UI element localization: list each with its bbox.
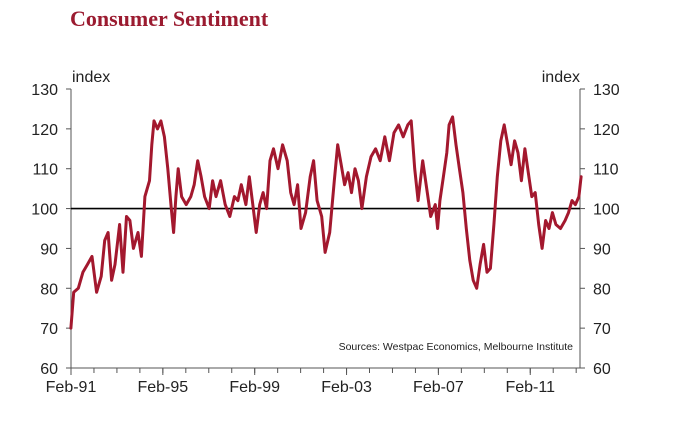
y-tick-label-right: 130: [593, 82, 620, 99]
source-note: Sources: Westpac Economics, Melbourne In…: [339, 341, 574, 353]
y-tick-label-left: 120: [31, 122, 58, 139]
y-tick-label-left: 110: [32, 162, 58, 179]
x-tick-label: Feb-07: [413, 379, 464, 396]
left-axis-unit-label: index: [72, 69, 110, 86]
y-tick-label-left: 70: [40, 321, 58, 338]
y-tick-label-right: 90: [593, 241, 611, 258]
x-tick-label: Feb-03: [321, 379, 372, 396]
y-tick-label-left: 60: [40, 361, 58, 378]
y-tick-label-right: 100: [593, 202, 620, 219]
y-tick-label-left: 80: [40, 281, 58, 298]
y-tick-label-left: 100: [31, 202, 58, 219]
chart-title: Consumer Sentiment: [70, 6, 269, 31]
y-tick-label-right: 60: [593, 361, 611, 378]
y-tick-label-right: 80: [593, 281, 611, 298]
y-tick-label-right: 110: [593, 162, 619, 179]
y-tick-label-right: 120: [593, 122, 620, 139]
y-tick-label-left: 130: [31, 82, 58, 99]
x-tick-label: Feb-99: [229, 379, 280, 396]
y-tick-label-left: 90: [40, 241, 58, 258]
series-line: [69, 115, 583, 330]
x-tick-label: Feb-95: [137, 379, 188, 396]
y-tick-label-right: 70: [593, 321, 611, 338]
right-axis-unit-label: index: [542, 69, 580, 86]
x-tick-label: Feb-11: [505, 379, 555, 396]
x-tick-label: Feb-91: [46, 379, 97, 396]
